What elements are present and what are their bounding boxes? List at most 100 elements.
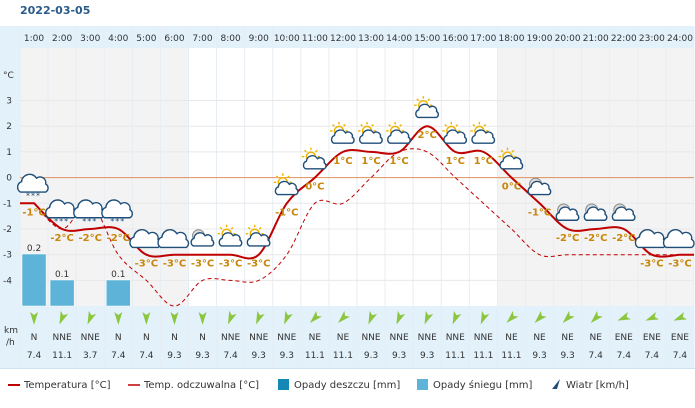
night-shade (104, 48, 133, 306)
y-tick-label: -3 (3, 251, 12, 261)
sun-cloud-icon (329, 121, 355, 144)
temperature-label: 0°C (305, 182, 324, 193)
night-shade (637, 48, 666, 306)
night-shade (525, 48, 554, 306)
hour-label: 1:00 (24, 34, 44, 44)
hour-label: 22:00 (611, 34, 637, 44)
wind-speed-label: 11.1 (473, 351, 493, 361)
snow-cloud-icon: * * * (16, 173, 49, 200)
wind-direction-icon (396, 310, 406, 325)
moon-cloud-icon (583, 203, 608, 221)
cloud-shape (16, 173, 49, 193)
sun-cloud-icon (470, 121, 496, 144)
wind-direction-icon (480, 310, 490, 325)
cloud-shape (302, 155, 327, 170)
temperature-label: -3°C (163, 259, 186, 270)
cloud-icon (157, 229, 190, 249)
legend: Temperatura [°C] Temp. odczuwalna [°C] Opa… (8, 379, 629, 391)
snowflake: * (87, 217, 91, 226)
cloud-shape (583, 206, 608, 221)
wind-direction-icon (590, 310, 603, 323)
wind-direction-icon (59, 310, 69, 325)
wind-speed-label: 11.1 (333, 351, 353, 361)
wind-direction-icon (368, 310, 378, 325)
cloud-shape (527, 180, 552, 196)
temperature-label: 1°C (333, 156, 352, 167)
wind-speed-label: 9.3 (560, 351, 574, 361)
wind-direction-icon (645, 312, 659, 321)
wind-direction-icon (617, 312, 631, 321)
legend-label-snow: Opady śniegu [mm] (433, 379, 533, 391)
wind-direction-label: NNE (53, 333, 72, 343)
snowflake: * (54, 217, 58, 226)
temperature-label: -3°C (668, 259, 691, 270)
snowflake: * (36, 191, 40, 200)
temperature-line (20, 125, 694, 260)
moon-cloud-icon (527, 177, 552, 196)
wind-direction-icon (87, 310, 97, 325)
night-shade (160, 48, 189, 306)
hour-label: 18:00 (498, 34, 524, 44)
y-tick-label: 0 (6, 174, 12, 184)
wind-direction-icon (562, 310, 575, 323)
wind-direction-icon (284, 310, 293, 325)
wind-direction-label: NNE (277, 333, 296, 343)
wind-direction-label: ENE (615, 333, 633, 343)
sun-ray (275, 175, 279, 179)
cloud-shape (190, 232, 215, 247)
temperature-label: -3°C (191, 259, 214, 270)
wind-direction-label: NE (561, 333, 574, 343)
y-tick-label: -1 (3, 199, 12, 209)
wind-direction-label: NNE (474, 333, 493, 343)
wind-speed-label: 3.7 (83, 351, 97, 361)
wind-direction-label: N (31, 333, 38, 343)
temperature-label: -2°C (50, 233, 73, 244)
wind-speed-label: 7.4 (589, 351, 604, 361)
moon-cloud-icon (611, 203, 636, 221)
sun-cloud-icon (273, 173, 299, 196)
hour-label: 11:00 (302, 34, 328, 44)
sun-ray (427, 98, 431, 102)
wind-direction-icon (170, 312, 179, 325)
wind-direction-label: NNE (221, 333, 240, 343)
sun-cloud-icon (245, 224, 271, 247)
sun-ray (258, 226, 262, 230)
legend-snow-box (417, 379, 428, 390)
wind-speed-label: 11.1 (305, 351, 325, 361)
wind-speed-label: 11.1 (52, 351, 72, 361)
hour-label: 2:00 (52, 34, 72, 44)
snow-cloud-icon: * * * (101, 199, 134, 226)
snow-bar (106, 279, 131, 307)
wind-direction-label: NE (309, 333, 322, 343)
hour-label: 20:00 (555, 34, 581, 44)
cloud-shape (218, 232, 243, 247)
hour-label: 6:00 (164, 34, 184, 44)
cloud-shape (555, 206, 580, 221)
wind-direction-label: NE (337, 333, 350, 343)
wind-direction-label: NE (505, 333, 518, 343)
wind-direction-icon (673, 312, 688, 321)
cloud-shape (662, 229, 695, 249)
hour-label: 24:00 (667, 34, 693, 44)
wind-direction-icon (256, 310, 265, 325)
sun-cloud-icon (414, 96, 439, 119)
snow-value-label: 0.1 (111, 270, 125, 280)
sun-ray (314, 149, 318, 153)
night-shade (553, 48, 582, 306)
temperature-label: -1°C (528, 207, 551, 218)
temperature-label: 1°C (474, 156, 493, 167)
hour-label: 7:00 (192, 34, 212, 44)
wind-direction-icon (114, 312, 123, 325)
snowflake: * (120, 217, 124, 226)
sun-cloud-icon (358, 121, 383, 144)
legend-divider (0, 368, 695, 369)
snowflake: * (92, 217, 96, 226)
wind-direction-icon (309, 310, 322, 323)
hour-label: 17:00 (470, 34, 496, 44)
wind-speed-label: 9.3 (364, 351, 378, 361)
sun-ray (304, 149, 307, 153)
temperature-label: -1°C (22, 207, 45, 218)
wind-direction-label: N (199, 333, 206, 343)
y-tick-label: -2 (3, 225, 12, 235)
